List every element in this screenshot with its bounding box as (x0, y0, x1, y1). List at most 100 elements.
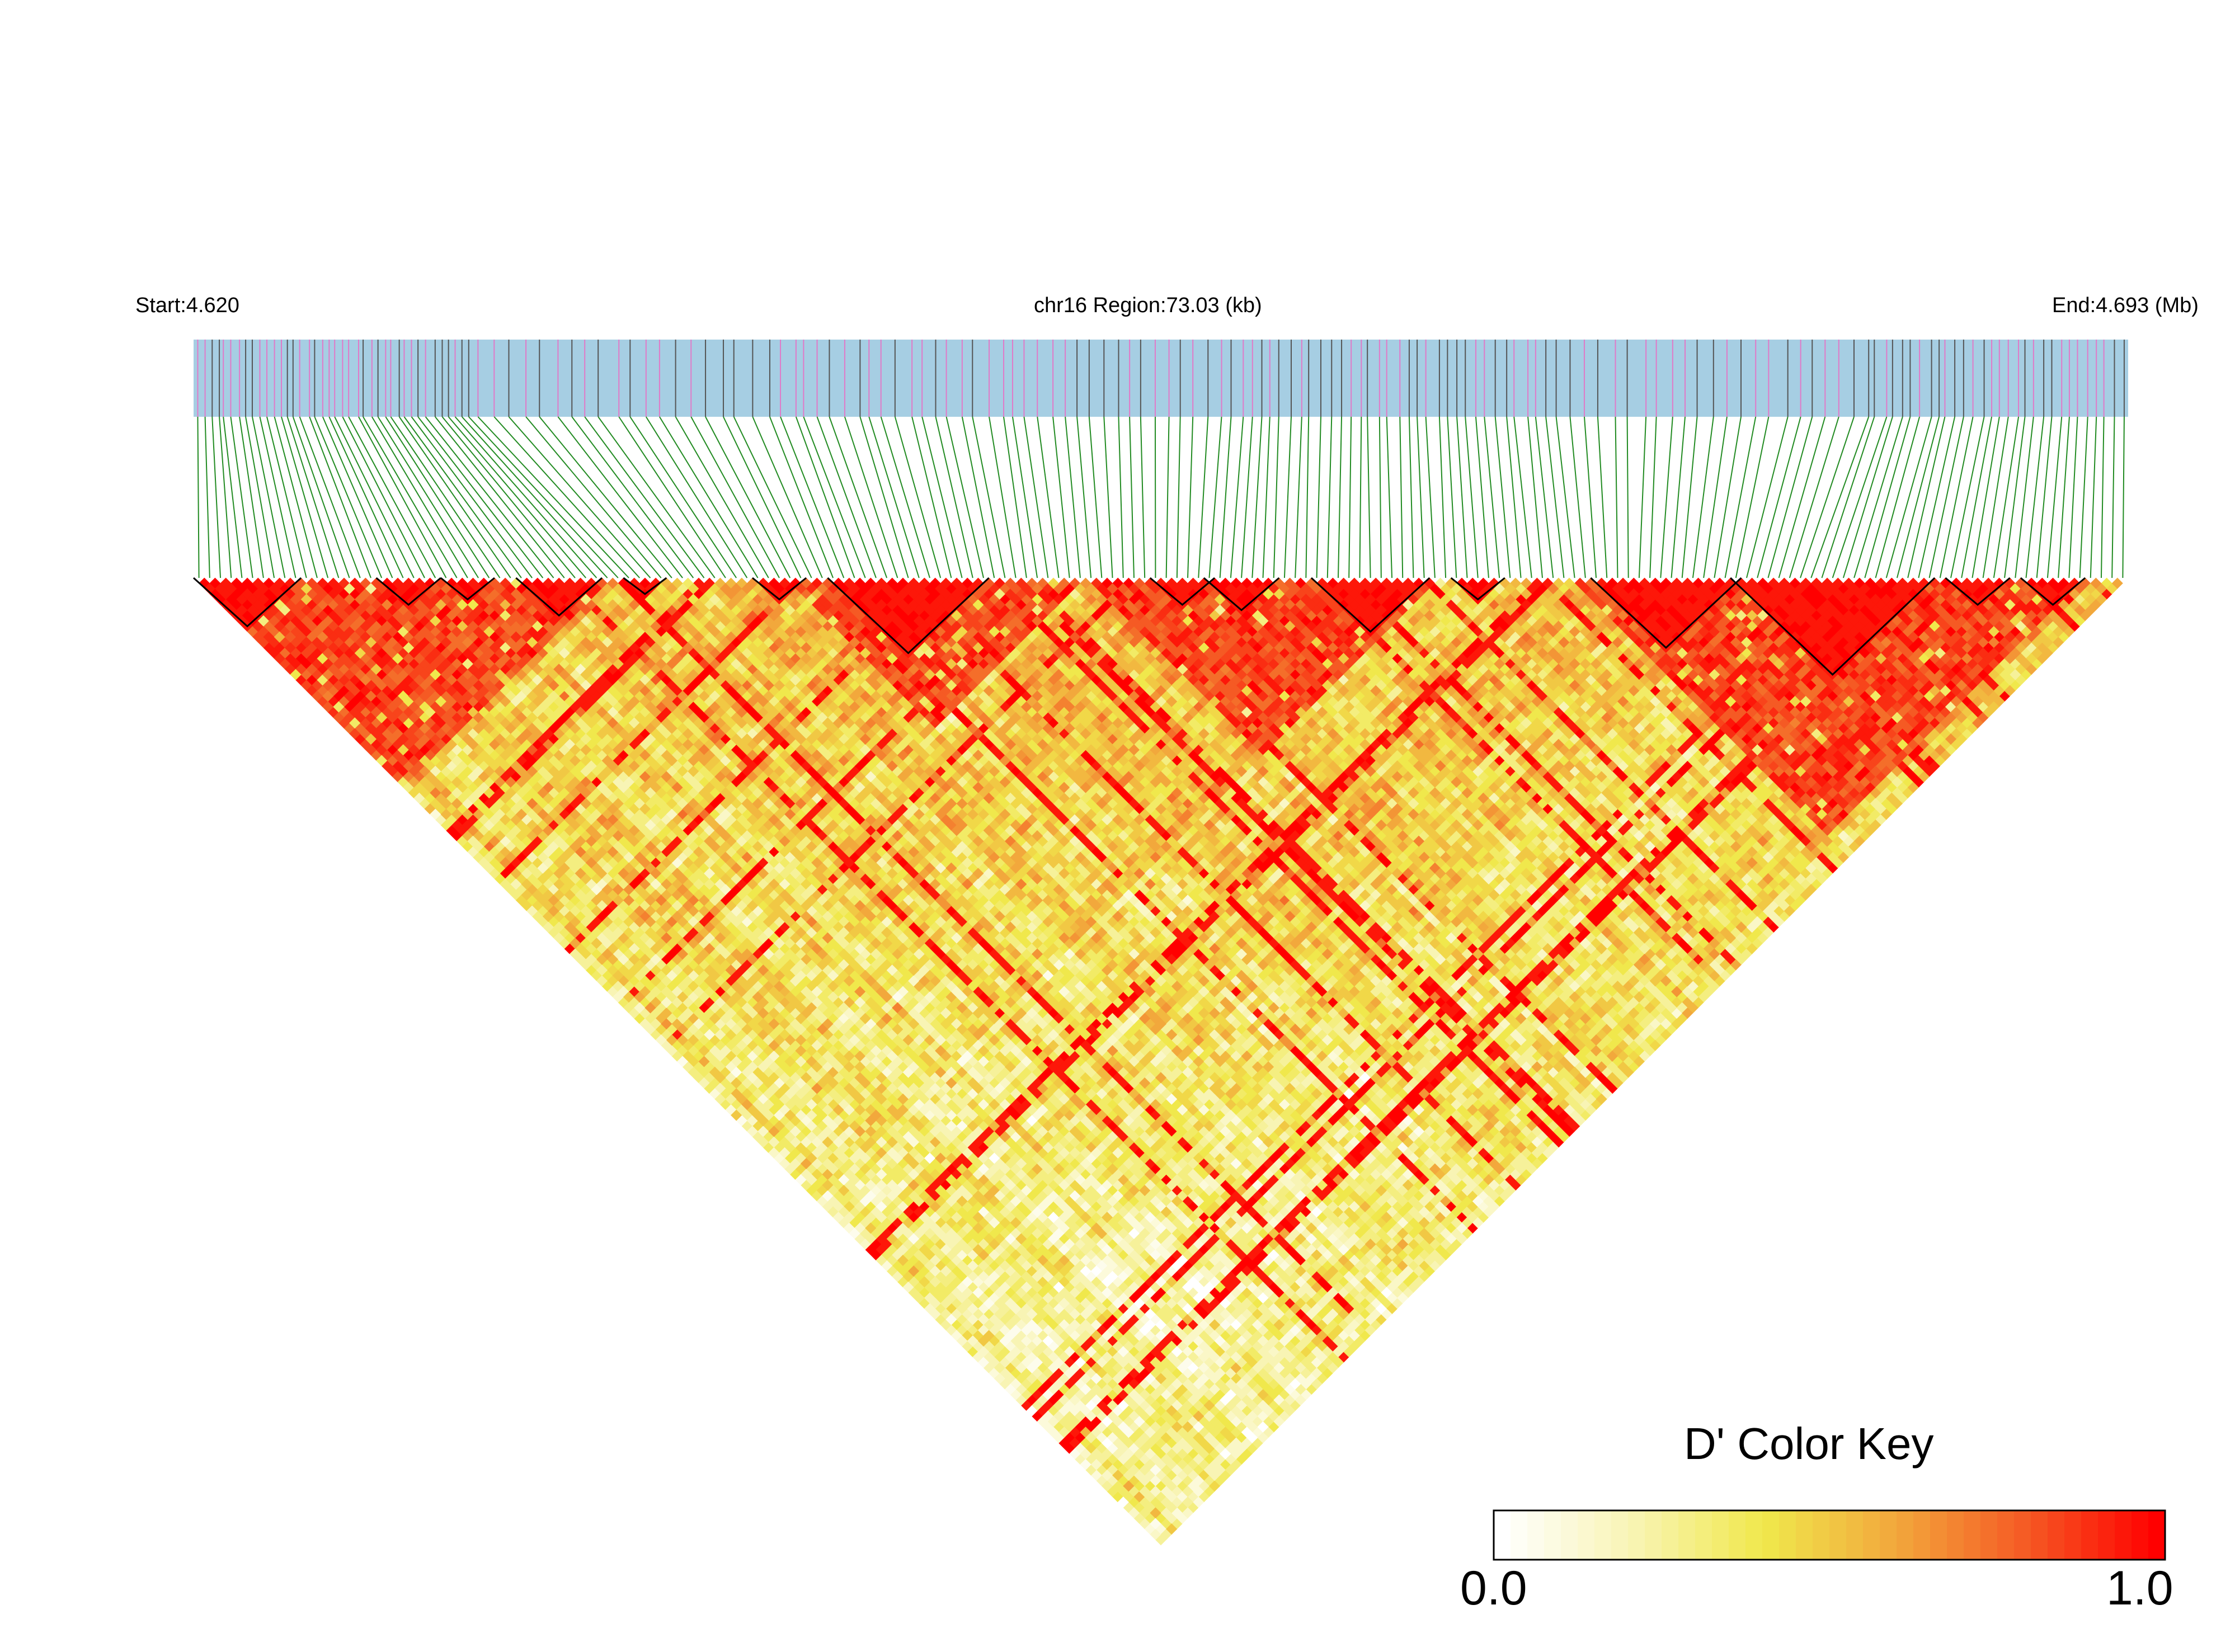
snp-connector (219, 416, 232, 578)
snp-connector (1535, 416, 1554, 578)
color-key-swatch (1578, 1510, 1595, 1560)
snp-connector (1494, 416, 1511, 578)
snp-connector (1283, 416, 1292, 578)
color-key-swatch (2048, 1510, 2065, 1560)
snp-ticks (197, 340, 2125, 417)
snp-connector (403, 416, 522, 578)
snp-connector (1918, 416, 1956, 578)
color-key-min-label: 0.0 (1460, 1561, 1527, 1615)
snp-connector (259, 416, 297, 578)
snp-connector-lines (197, 416, 2125, 578)
haplotype-block-outline (515, 577, 603, 617)
snp-connector (1438, 416, 1447, 578)
color-key-swatch (1544, 1510, 1561, 1560)
snp-connector (1052, 416, 1070, 578)
snp-connector (1251, 416, 1263, 578)
color-key-swatch (1561, 1510, 1578, 1560)
color-key-swatch (1947, 1510, 1964, 1560)
snp-connector (1513, 416, 1532, 578)
snp-connector (1088, 416, 1103, 578)
snp-connector (309, 416, 371, 578)
snp-connector (230, 416, 253, 578)
snp-connector (1626, 416, 1629, 578)
snp-connector (1447, 416, 1457, 578)
haplotype-block-outline (1945, 577, 2011, 606)
snp-connector (629, 416, 737, 578)
color-key-swatch (1494, 1510, 1511, 1560)
snp-connector (1456, 416, 1468, 578)
color-key-swatch (1695, 1510, 1712, 1560)
snp-connector (468, 416, 619, 578)
haplotype-block-outline (752, 577, 807, 601)
snp-connector (385, 416, 490, 578)
color-key-swatch (2014, 1510, 2031, 1560)
snp-connector (390, 416, 501, 578)
snp-connector (539, 416, 672, 578)
snp-connector (461, 416, 608, 578)
snp-connector (2122, 416, 2125, 578)
snp-connector (1583, 416, 1597, 578)
snp-connector (769, 416, 834, 578)
snp-connector (675, 416, 769, 578)
snp-connector (584, 416, 705, 578)
snp-connector (1660, 416, 1673, 578)
snp-connector (945, 416, 984, 578)
color-key-swatch (1997, 1510, 2015, 1560)
snp-connector (1165, 416, 1170, 578)
snp-connector (816, 416, 877, 578)
color-key-swatch (2064, 1510, 2082, 1560)
snp-connector (1262, 416, 1271, 578)
snp-connector (525, 416, 662, 578)
snp-connector (1569, 416, 1586, 578)
ld-cell-group (924, 1072, 1392, 1508)
snp-connector (1907, 416, 1946, 578)
color-key-swatch (1913, 1510, 1931, 1560)
snp-connector (1386, 416, 1393, 578)
snp-connector (1757, 416, 1801, 578)
color-key-swatch (2148, 1510, 2166, 1560)
color-key-swatch (1930, 1510, 1947, 1560)
snp-connector (239, 416, 264, 578)
snp-connector (2058, 416, 2070, 578)
snp-connector (972, 416, 1006, 578)
snp-connector (618, 416, 726, 578)
snp-connector (1305, 416, 1310, 578)
snp-connector (894, 416, 942, 578)
snp-connector (363, 416, 458, 578)
color-key-swatch (1729, 1510, 1746, 1560)
color-key-swatch (2132, 1510, 2149, 1560)
snp-connector (1208, 416, 1222, 578)
snp-connector (1703, 416, 1728, 578)
snp-connector (921, 416, 963, 578)
haplotype-block-outline (827, 577, 990, 655)
snp-connector (571, 416, 694, 578)
snp-connector (286, 416, 340, 578)
snp-connector (493, 416, 641, 578)
snp-connector (1864, 416, 1911, 578)
color-key-swatch (1745, 1510, 1763, 1560)
snp-connector (1337, 416, 1343, 578)
snp-connector (1348, 416, 1352, 578)
snp-connector (989, 416, 1017, 578)
haplotype-block-outline (1730, 577, 1936, 676)
snp-connector (1465, 416, 1479, 578)
ld-heatmap-cells (199, 577, 2123, 1546)
snp-connector (645, 416, 748, 578)
snp-connector (961, 416, 995, 578)
snp-connector (1378, 416, 1382, 578)
color-key-swatch (1511, 1510, 1528, 1560)
snp-connector (1475, 416, 1489, 578)
color-key-swatch (1880, 1510, 1897, 1560)
snp-connector (705, 416, 791, 578)
snp-connector (1187, 416, 1194, 578)
snp-connector (1961, 416, 1993, 578)
color-key-swatch (2081, 1510, 2098, 1560)
snp-connector (211, 416, 222, 578)
snp-connector (1789, 416, 1839, 578)
color-key-swatch (1897, 1510, 1914, 1560)
snp-connector (1065, 416, 1081, 578)
snp-connector (245, 416, 275, 578)
haplotype-block-outline (2020, 577, 2086, 606)
snp-connector (1399, 416, 1404, 578)
snp-connector (223, 416, 243, 578)
